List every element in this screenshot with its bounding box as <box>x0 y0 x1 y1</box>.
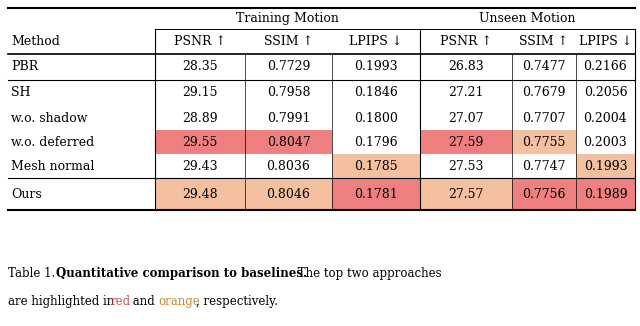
Text: 0.7477: 0.7477 <box>522 61 566 73</box>
Text: 0.1846: 0.1846 <box>354 86 398 99</box>
Text: LPIPS ↓: LPIPS ↓ <box>349 35 403 48</box>
Text: 29.48: 29.48 <box>182 187 218 200</box>
Text: w.o. deferred: w.o. deferred <box>11 136 94 149</box>
Bar <box>512 130 576 154</box>
Text: 0.7991: 0.7991 <box>267 111 310 125</box>
Text: 0.1989: 0.1989 <box>584 187 627 200</box>
Text: SSIM ↑: SSIM ↑ <box>520 35 568 48</box>
Text: SSIM ↑: SSIM ↑ <box>264 35 313 48</box>
Bar <box>155 130 245 154</box>
Bar <box>245 178 332 210</box>
Text: 0.2004: 0.2004 <box>584 111 627 125</box>
Text: 27.59: 27.59 <box>448 136 484 149</box>
Text: 0.1993: 0.1993 <box>354 61 398 73</box>
Text: 0.8047: 0.8047 <box>267 136 310 149</box>
Text: 0.7707: 0.7707 <box>522 111 566 125</box>
Text: 0.2056: 0.2056 <box>584 86 627 99</box>
Text: 0.1796: 0.1796 <box>354 136 398 149</box>
Text: 26.83: 26.83 <box>448 61 484 73</box>
Text: 27.57: 27.57 <box>448 187 484 200</box>
Text: 29.15: 29.15 <box>182 86 218 99</box>
Text: Ours: Ours <box>11 187 42 200</box>
Bar <box>576 178 635 210</box>
Text: Unseen Motion: Unseen Motion <box>479 12 576 25</box>
Text: 0.8036: 0.8036 <box>267 159 310 172</box>
Text: 0.1781: 0.1781 <box>354 187 398 200</box>
Text: w.o. shadow: w.o. shadow <box>11 111 88 125</box>
Text: are highlighted in: are highlighted in <box>8 295 118 308</box>
Text: 28.35: 28.35 <box>182 61 218 73</box>
Text: orange: orange <box>158 295 200 308</box>
Text: 0.7729: 0.7729 <box>267 61 310 73</box>
Text: 0.2166: 0.2166 <box>584 61 627 73</box>
Text: PSNR ↑: PSNR ↑ <box>440 35 492 48</box>
Text: 27.21: 27.21 <box>448 86 484 99</box>
Text: Training Motion: Training Motion <box>236 12 339 25</box>
Text: Method: Method <box>11 35 60 48</box>
Text: 0.7679: 0.7679 <box>522 86 566 99</box>
Text: 0.1993: 0.1993 <box>584 159 627 172</box>
Text: 29.55: 29.55 <box>182 136 218 149</box>
Bar <box>420 178 512 210</box>
Text: 0.2003: 0.2003 <box>584 136 627 149</box>
Text: , respectively.: , respectively. <box>196 295 278 308</box>
Text: 0.1800: 0.1800 <box>354 111 398 125</box>
Text: and: and <box>129 295 159 308</box>
Bar <box>155 178 245 210</box>
Bar <box>512 178 576 210</box>
Text: red: red <box>111 295 131 308</box>
Text: 0.7756: 0.7756 <box>522 187 566 200</box>
Text: Quantitative comparison to baselines.: Quantitative comparison to baselines. <box>56 267 307 280</box>
Text: 28.89: 28.89 <box>182 111 218 125</box>
Text: 0.7747: 0.7747 <box>522 159 566 172</box>
Text: 0.1785: 0.1785 <box>354 159 398 172</box>
Text: PBR: PBR <box>11 61 38 73</box>
Text: 27.07: 27.07 <box>448 111 484 125</box>
Text: LPIPS ↓: LPIPS ↓ <box>579 35 632 48</box>
Text: 0.7958: 0.7958 <box>267 86 310 99</box>
Text: 27.53: 27.53 <box>448 159 484 172</box>
Bar <box>245 130 332 154</box>
Text: SH: SH <box>11 86 31 99</box>
Bar <box>332 154 420 178</box>
Text: PSNR ↑: PSNR ↑ <box>174 35 226 48</box>
Bar <box>332 178 420 210</box>
Text: 0.7755: 0.7755 <box>522 136 566 149</box>
Text: Mesh normal: Mesh normal <box>11 159 94 172</box>
Text: 29.43: 29.43 <box>182 159 218 172</box>
Text: 0.8046: 0.8046 <box>267 187 310 200</box>
Bar <box>576 154 635 178</box>
Text: Table 1.: Table 1. <box>8 267 63 280</box>
Text: The top two approaches: The top two approaches <box>294 267 442 280</box>
Bar <box>420 130 512 154</box>
